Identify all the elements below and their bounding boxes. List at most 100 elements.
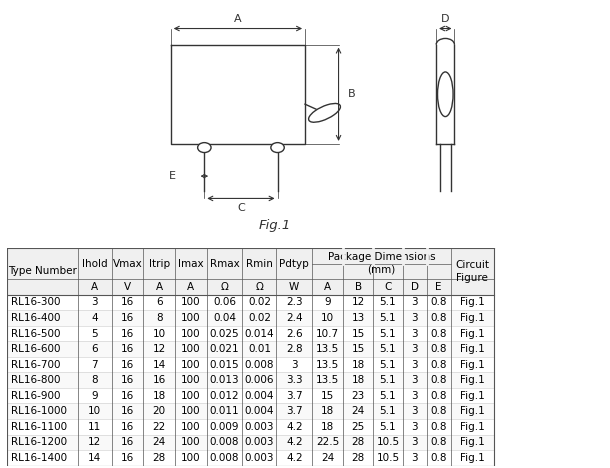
Text: 0.02: 0.02 <box>248 298 271 307</box>
Text: RL16-500: RL16-500 <box>11 329 60 338</box>
Text: 0.04: 0.04 <box>213 313 236 323</box>
Text: 5.1: 5.1 <box>379 375 397 385</box>
Text: 0.004: 0.004 <box>245 406 274 416</box>
Text: 0.8: 0.8 <box>431 422 447 432</box>
Bar <box>7 403 493 419</box>
Text: 25: 25 <box>351 422 365 432</box>
Text: 8: 8 <box>92 375 98 385</box>
Text: 16: 16 <box>121 437 134 447</box>
Text: A: A <box>234 14 242 23</box>
Text: 13.5: 13.5 <box>316 359 339 370</box>
Text: 5.1: 5.1 <box>379 329 397 338</box>
Text: 3: 3 <box>412 298 418 307</box>
Text: Fig.1: Fig.1 <box>460 329 484 338</box>
Text: 5.1: 5.1 <box>379 391 397 401</box>
Text: A: A <box>187 282 195 292</box>
Text: 14: 14 <box>152 359 166 370</box>
Text: 16: 16 <box>121 422 134 432</box>
Text: 3: 3 <box>92 298 98 307</box>
Text: 4.2: 4.2 <box>286 437 303 447</box>
Text: 0.8: 0.8 <box>431 375 447 385</box>
Text: 0.8: 0.8 <box>431 359 447 370</box>
Text: 0.8: 0.8 <box>431 437 447 447</box>
Text: 24: 24 <box>351 406 365 416</box>
Text: 0.025: 0.025 <box>210 329 239 338</box>
Text: 12: 12 <box>351 298 365 307</box>
Text: 100: 100 <box>181 453 201 463</box>
Text: 0.015: 0.015 <box>210 359 239 370</box>
Text: Fig.1: Fig.1 <box>460 437 484 447</box>
Text: 16: 16 <box>121 391 134 401</box>
Text: 0.008: 0.008 <box>210 453 239 463</box>
Text: RL16-1100: RL16-1100 <box>11 422 67 432</box>
Text: 2.4: 2.4 <box>286 313 303 323</box>
Text: Ω: Ω <box>256 282 264 292</box>
Text: 5.1: 5.1 <box>379 313 397 323</box>
Text: 0.021: 0.021 <box>210 344 239 354</box>
Text: 14: 14 <box>88 453 101 463</box>
Text: 3: 3 <box>412 406 418 416</box>
Text: 4.2: 4.2 <box>286 453 303 463</box>
Text: 16: 16 <box>121 329 134 338</box>
Text: RL16-600: RL16-600 <box>11 344 60 354</box>
Text: 3.7: 3.7 <box>286 391 303 401</box>
Text: Vmax: Vmax <box>113 259 142 269</box>
Text: RL16-300: RL16-300 <box>11 298 60 307</box>
Text: 24: 24 <box>321 453 334 463</box>
Text: 5.1: 5.1 <box>379 406 397 416</box>
Text: 3.7: 3.7 <box>286 406 303 416</box>
Text: 0.8: 0.8 <box>431 298 447 307</box>
Text: 2.6: 2.6 <box>286 329 303 338</box>
Text: 8: 8 <box>156 313 162 323</box>
Text: 3: 3 <box>412 313 418 323</box>
Text: 0.006: 0.006 <box>245 375 274 385</box>
Text: 6: 6 <box>156 298 162 307</box>
Text: 5.1: 5.1 <box>379 298 397 307</box>
Text: 0.06: 0.06 <box>213 298 236 307</box>
Text: 10: 10 <box>88 406 101 416</box>
Text: 0.009: 0.009 <box>210 422 239 432</box>
Text: 28: 28 <box>152 453 166 463</box>
Text: 15: 15 <box>351 329 365 338</box>
Text: 6: 6 <box>92 344 98 354</box>
Text: RL16-700: RL16-700 <box>11 359 60 370</box>
Text: Rmax: Rmax <box>210 259 239 269</box>
Text: 3: 3 <box>412 329 418 338</box>
Text: Fig.1: Fig.1 <box>460 375 484 385</box>
Text: 0.8: 0.8 <box>431 453 447 463</box>
Text: Rmin: Rmin <box>246 259 273 269</box>
Text: 2.8: 2.8 <box>286 344 303 354</box>
Text: Fig.1: Fig.1 <box>259 219 290 232</box>
Text: 3: 3 <box>291 359 298 370</box>
Text: C: C <box>237 204 245 213</box>
Text: 3.3: 3.3 <box>286 375 303 385</box>
Text: 100: 100 <box>181 391 201 401</box>
Text: 100: 100 <box>181 313 201 323</box>
Ellipse shape <box>198 143 211 153</box>
Text: 15: 15 <box>351 344 365 354</box>
Text: 16: 16 <box>121 344 134 354</box>
Text: 18: 18 <box>152 391 166 401</box>
Text: 100: 100 <box>181 329 201 338</box>
Text: D: D <box>411 282 419 292</box>
Text: 18: 18 <box>321 406 334 416</box>
Text: 0.8: 0.8 <box>431 406 447 416</box>
Text: 5.1: 5.1 <box>379 422 397 432</box>
Text: 0.003: 0.003 <box>245 437 274 447</box>
Text: Fig.1: Fig.1 <box>460 298 484 307</box>
Text: 10.7: 10.7 <box>316 329 339 338</box>
Text: 0.008: 0.008 <box>210 437 239 447</box>
Text: 24: 24 <box>152 437 166 447</box>
Text: 16: 16 <box>121 359 134 370</box>
Text: 3: 3 <box>412 344 418 354</box>
Text: 11: 11 <box>88 422 101 432</box>
Text: 16: 16 <box>121 406 134 416</box>
Bar <box>7 419 493 435</box>
Text: 20: 20 <box>152 406 166 416</box>
Text: 9: 9 <box>325 298 331 307</box>
Text: 10.5: 10.5 <box>376 453 400 463</box>
Text: C: C <box>384 282 392 292</box>
Bar <box>7 435 493 450</box>
Bar <box>7 295 493 310</box>
Text: 0.8: 0.8 <box>431 329 447 338</box>
